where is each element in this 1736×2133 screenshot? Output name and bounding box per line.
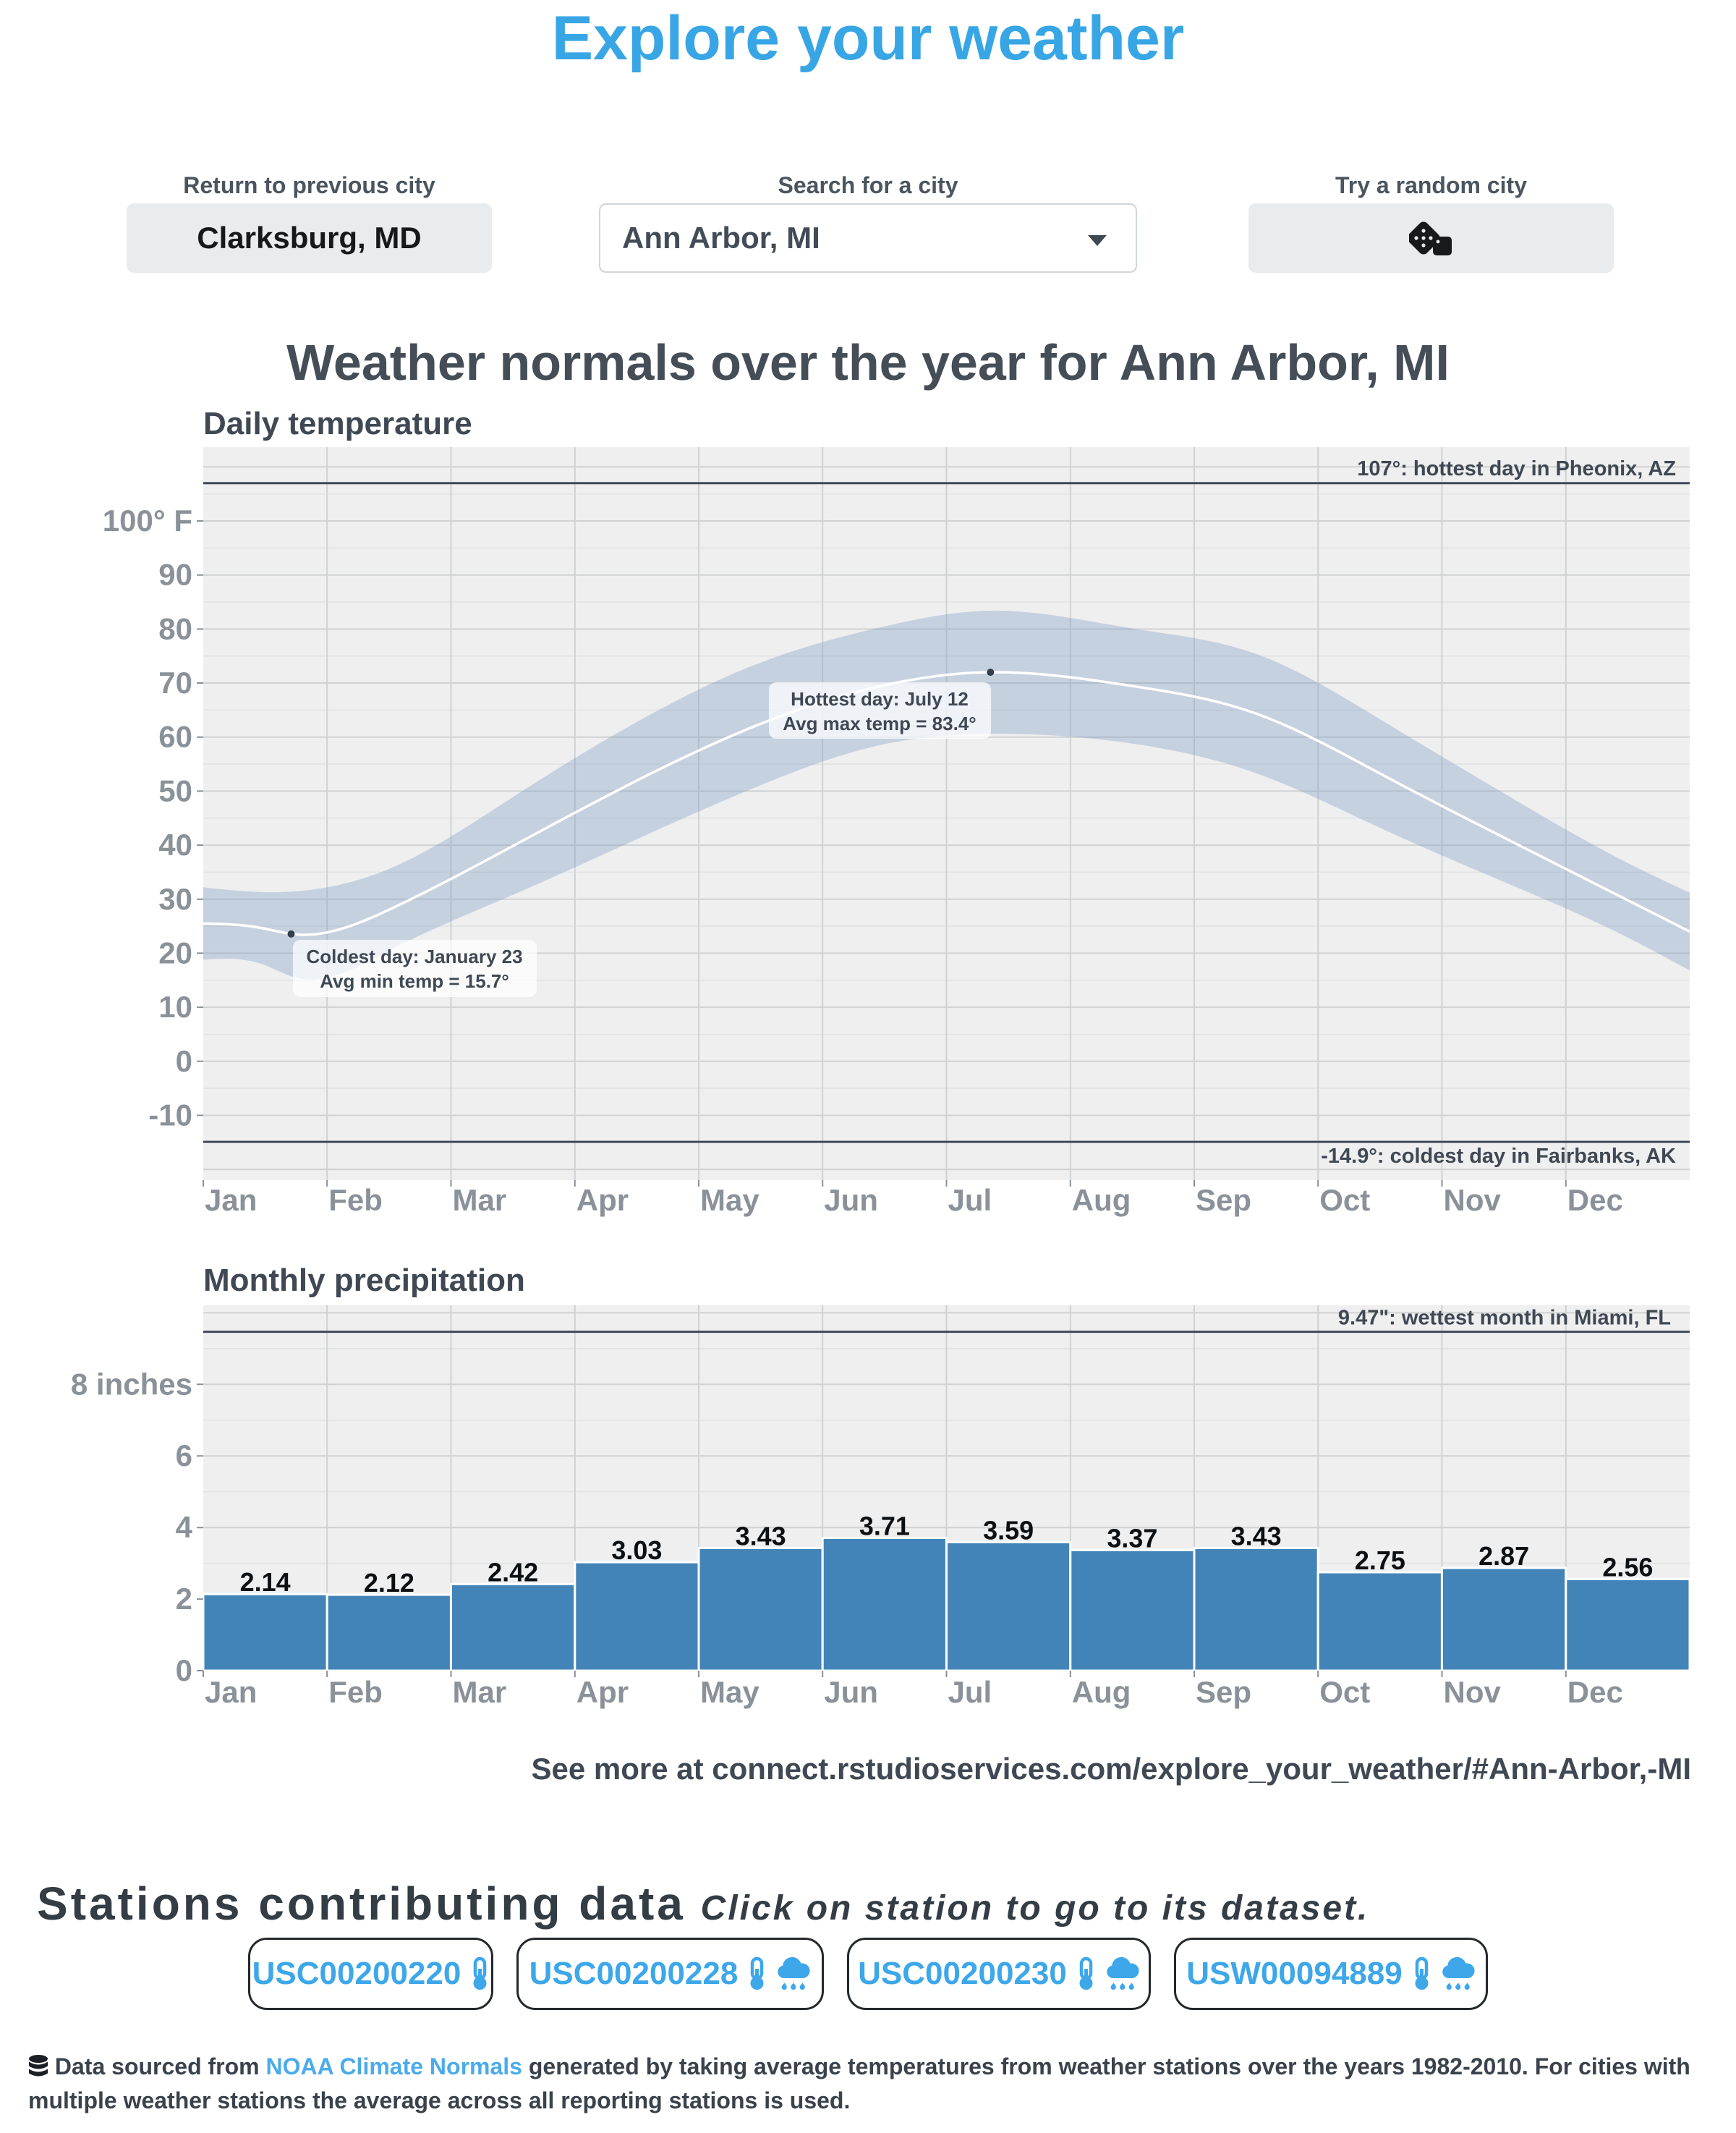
svg-text:3.43: 3.43 <box>1231 1521 1282 1551</box>
svg-text:Nov: Nov <box>1444 1183 1502 1217</box>
svg-text:May: May <box>700 1675 760 1709</box>
svg-text:20: 20 <box>158 936 192 970</box>
svg-text:Dec: Dec <box>1567 1675 1623 1709</box>
svg-text:2.56: 2.56 <box>1602 1552 1653 1582</box>
svg-text:4: 4 <box>176 1510 193 1544</box>
svg-text:Coldest day: January 23: Coldest day: January 23 <box>306 946 522 967</box>
svg-text:6: 6 <box>176 1438 192 1472</box>
svg-text:See more at connect.rstudioser: See more at connect.rstudioservices.com/… <box>531 1752 1691 1786</box>
svg-text:Jan: Jan <box>205 1675 257 1709</box>
svg-text:0: 0 <box>176 1044 192 1078</box>
svg-text:Apr: Apr <box>576 1675 629 1709</box>
svg-text:Jun: Jun <box>824 1675 878 1709</box>
svg-text:3.71: 3.71 <box>859 1511 910 1541</box>
svg-text:50: 50 <box>158 773 192 807</box>
svg-text:2.12: 2.12 <box>364 1568 414 1598</box>
svg-text:2.75: 2.75 <box>1355 1545 1405 1575</box>
svg-text:2: 2 <box>176 1582 192 1616</box>
svg-text:8 inches: 8 inches <box>71 1367 192 1401</box>
svg-text:Oct: Oct <box>1319 1183 1370 1217</box>
svg-text:Hottest day: July 12: Hottest day: July 12 <box>791 688 969 710</box>
svg-text:Avg max temp = 83.4°: Avg max temp = 83.4° <box>783 713 976 734</box>
svg-text:Jul: Jul <box>948 1183 992 1217</box>
svg-text:30: 30 <box>158 882 192 916</box>
svg-text:Dec: Dec <box>1567 1183 1623 1217</box>
svg-text:70: 70 <box>158 666 192 700</box>
svg-text:80: 80 <box>158 611 192 645</box>
svg-text:2.14: 2.14 <box>240 1567 291 1597</box>
svg-text:3.59: 3.59 <box>983 1515 1034 1545</box>
svg-text:Monthly precipitation: Monthly precipitation <box>203 1263 525 1298</box>
svg-text:2.42: 2.42 <box>488 1557 538 1587</box>
svg-text:2.87: 2.87 <box>1478 1541 1529 1571</box>
svg-text:Avg min temp = 15.7°: Avg min temp = 15.7° <box>320 970 509 992</box>
svg-text:Mar: Mar <box>453 1675 507 1709</box>
svg-text:Sep: Sep <box>1196 1675 1251 1709</box>
svg-text:Daily temperature: Daily temperature <box>203 406 472 441</box>
svg-text:9.47": wettest month in Miami,: 9.47": wettest month in Miami, FL <box>1338 1307 1671 1330</box>
svg-text:Nov: Nov <box>1444 1675 1502 1709</box>
svg-text:0: 0 <box>176 1653 192 1687</box>
svg-text:Feb: Feb <box>328 1675 383 1709</box>
svg-text:90: 90 <box>158 558 192 592</box>
svg-text:Mar: Mar <box>453 1183 507 1217</box>
svg-text:60: 60 <box>158 720 192 754</box>
svg-text:40: 40 <box>158 828 192 862</box>
svg-text:Oct: Oct <box>1319 1675 1370 1709</box>
svg-text:3.43: 3.43 <box>736 1521 786 1551</box>
svg-text:Jun: Jun <box>824 1183 878 1217</box>
svg-text:-10: -10 <box>148 1098 192 1132</box>
svg-text:Feb: Feb <box>328 1183 383 1217</box>
svg-text:-14.9°: coldest day in Fairban: -14.9°: coldest day in Fairbanks, AK <box>1321 1145 1676 1168</box>
svg-text:Jul: Jul <box>948 1675 992 1709</box>
svg-text:May: May <box>700 1183 760 1217</box>
svg-text:3.03: 3.03 <box>611 1535 662 1565</box>
svg-text:Sep: Sep <box>1196 1183 1251 1217</box>
svg-text:10: 10 <box>158 990 192 1024</box>
svg-text:Aug: Aug <box>1072 1183 1131 1217</box>
svg-text:Aug: Aug <box>1072 1675 1131 1709</box>
svg-text:3.37: 3.37 <box>1107 1523 1157 1553</box>
svg-text:100° F: 100° F <box>103 504 192 538</box>
svg-text:Apr: Apr <box>576 1183 629 1217</box>
svg-text:Jan: Jan <box>205 1183 257 1217</box>
svg-text:107°: hottest day in Pheonix,: 107°: hottest day in Pheonix, AZ <box>1357 457 1676 480</box>
